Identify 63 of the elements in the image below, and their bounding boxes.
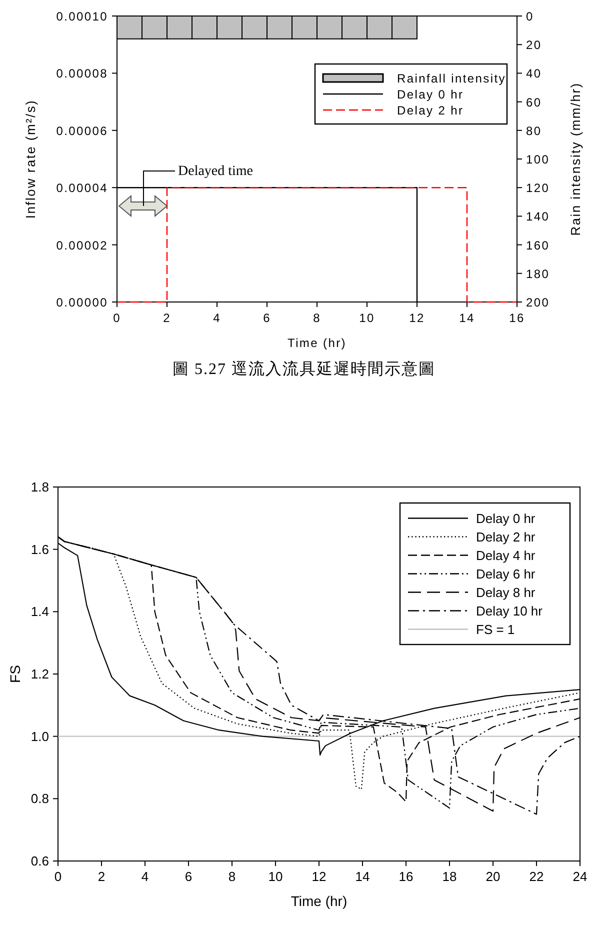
x-tick-label: 0 xyxy=(113,311,121,325)
legend-label: Delay 8 hr xyxy=(476,584,536,600)
y-tick-label: 0.00000 xyxy=(56,296,108,310)
y2-tick-label: 180 xyxy=(526,266,550,281)
x-tick-label: 24 xyxy=(572,869,588,884)
x-tick-label: 0 xyxy=(54,869,62,884)
x-tick-label: 10 xyxy=(359,311,375,325)
legend-label: Delay 6 hr xyxy=(476,566,536,582)
y2-tick-label: 140 xyxy=(526,210,550,224)
legend-label: Delay 0 hr xyxy=(476,510,536,526)
x-tick-label: 10 xyxy=(268,869,283,884)
y2-tick-label: 200 xyxy=(526,296,550,310)
x-tick-label: 16 xyxy=(509,311,525,325)
x-tick-label: 4 xyxy=(141,869,149,884)
caption: 圖 5.27 逕流入流具延遲時間示意圖 xyxy=(172,360,436,378)
y-tick-label: 0.00008 xyxy=(56,66,108,81)
y-axis-title: Inflow rate (m²/s) xyxy=(23,99,38,219)
legend-label: Rainfall intensity xyxy=(397,72,506,86)
x-axis-title: Time (hr) xyxy=(290,893,348,909)
x-tick-label: 22 xyxy=(529,869,544,884)
x-tick-label: 2 xyxy=(163,311,171,325)
y-tick-label: 1.8 xyxy=(30,480,49,494)
y-tick-label: 0.00010 xyxy=(56,10,108,24)
x-tick-label: 16 xyxy=(398,869,414,884)
y2-tick-label: 120 xyxy=(526,181,550,196)
y-tick-label: 0.6 xyxy=(30,854,49,868)
x-tick-label: 4 xyxy=(213,311,221,325)
x-tick-label: 12 xyxy=(312,869,326,884)
y2-tick-label: 160 xyxy=(526,238,550,252)
x-tick-label: 12 xyxy=(409,311,425,325)
y2-tick-label: 20 xyxy=(526,38,542,52)
y2-tick-label: 0 xyxy=(526,10,534,24)
y2-tick-label: 60 xyxy=(526,95,542,110)
x-tick-label: 6 xyxy=(263,311,271,325)
legend-label: Delay 2 hr xyxy=(476,529,536,544)
y-tick-label: 0.00002 xyxy=(56,238,108,252)
legend-label: Delay 10 hr xyxy=(476,603,544,618)
x-tick-label: 18 xyxy=(442,869,457,884)
annotation: Delayed time xyxy=(178,164,254,179)
x-tick-label: 14 xyxy=(355,869,370,884)
x-tick-label: 8 xyxy=(228,869,236,884)
legend-label: Delay 0 hr xyxy=(397,88,464,102)
y2-tick-label: 40 xyxy=(526,66,542,81)
y2-tick-label: 100 xyxy=(526,152,550,166)
y2-tick-label: 80 xyxy=(526,124,542,138)
x-tick-label: 8 xyxy=(313,311,321,325)
y-tick-label: 1.6 xyxy=(30,542,49,557)
legend-label: FS = 1 xyxy=(476,622,515,637)
y-tick-label: 1.4 xyxy=(30,604,49,620)
x-tick-label: 20 xyxy=(486,869,500,884)
x-axis-title: Time (hr) xyxy=(287,336,347,350)
y-tick-label: 0.8 xyxy=(30,791,49,806)
y2-axis-title: Rain intensity (mm/hr) xyxy=(568,82,583,236)
x-tick-label: 6 xyxy=(184,869,192,884)
y-tick-label: 0.00004 xyxy=(56,181,108,196)
legend-label: Delay 2 hr xyxy=(397,104,464,118)
x-tick-label: 14 xyxy=(459,311,475,325)
y-tick-label: 0.00006 xyxy=(56,124,108,138)
y-tick-label: 1.2 xyxy=(30,666,49,682)
y-tick-label: 1.0 xyxy=(30,728,49,744)
x-tick-label: 2 xyxy=(98,869,106,884)
y-axis-title: FS xyxy=(7,665,23,683)
legend-label: Delay 4 hr xyxy=(476,548,536,563)
